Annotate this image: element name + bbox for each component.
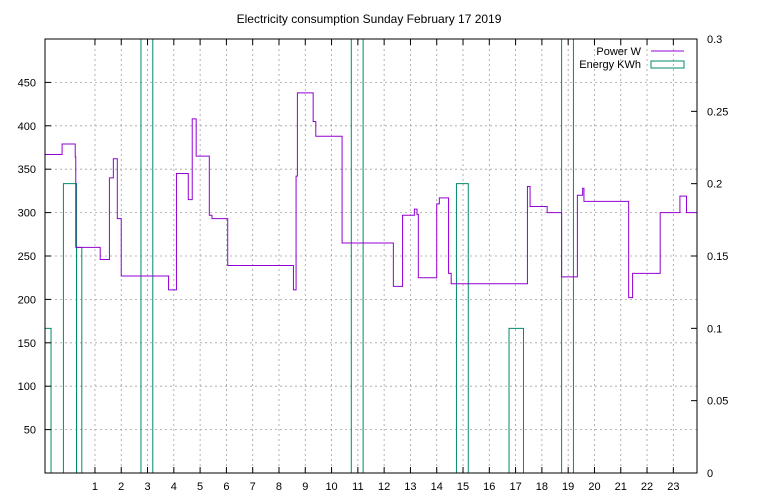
axis-ticks: 1 2 3 4 5 6 7 8 9 10 11 12 13 14 15 16 17 18 19 20 21 22 23501… bbox=[18, 34, 729, 493]
y-tick-label: 50 bbox=[24, 425, 36, 437]
y-tick-label: 300 bbox=[18, 208, 36, 220]
y2-tick-label: 0.3 bbox=[707, 34, 722, 46]
y2-tick-label: 0.05 bbox=[707, 396, 728, 408]
y-tick-label: 400 bbox=[18, 121, 36, 133]
energy-bar bbox=[509, 328, 523, 473]
x-tick-label: 22 bbox=[641, 481, 653, 493]
x-tick-label: 18 bbox=[536, 481, 548, 493]
x-tick-label: 10 bbox=[325, 481, 337, 493]
x-tick-label: 3 bbox=[144, 481, 150, 493]
x-tick-label: 1 bbox=[92, 481, 98, 493]
y-tick-label: 450 bbox=[18, 77, 36, 89]
x-tick-label: 11 bbox=[352, 481, 363, 493]
x-tick-label: 2 bbox=[118, 481, 124, 493]
x-tick-label: 15 bbox=[457, 481, 469, 493]
y-tick-label: 150 bbox=[18, 338, 36, 350]
x-tick-label: 14 bbox=[431, 481, 443, 493]
y2-tick-label: 0 bbox=[707, 468, 713, 480]
y-tick-label: 200 bbox=[18, 294, 36, 306]
grid bbox=[45, 39, 697, 473]
energy-bar bbox=[77, 247, 82, 473]
x-tick-label: 4 bbox=[171, 481, 177, 493]
x-tick-label: 6 bbox=[223, 481, 229, 493]
x-tick-label: 12 bbox=[378, 481, 390, 493]
x-tick-label: 9 bbox=[302, 481, 308, 493]
x-tick-label: 23 bbox=[667, 481, 679, 493]
x-tick-label: 13 bbox=[404, 481, 416, 493]
y2-tick-label: 0.2 bbox=[707, 179, 722, 191]
legend: Power W Energy KWh bbox=[579, 46, 684, 71]
legend-label-power: Power W bbox=[596, 46, 641, 58]
y-tick-label: 100 bbox=[18, 381, 36, 393]
x-tick-label: 7 bbox=[250, 481, 256, 493]
chart-title: Electricity consumption Sunday February … bbox=[237, 12, 502, 26]
x-tick-label: 20 bbox=[588, 481, 600, 493]
x-tick-label: 16 bbox=[483, 481, 495, 493]
power-line bbox=[45, 93, 697, 298]
y2-tick-label: 0.1 bbox=[707, 323, 722, 335]
x-tick-label: 8 bbox=[276, 481, 282, 493]
x-tick-label: 17 bbox=[509, 481, 521, 493]
y-tick-label: 350 bbox=[18, 164, 36, 176]
x-tick-label: 5 bbox=[197, 481, 203, 493]
x-tick-label: 21 bbox=[615, 481, 627, 493]
energy-bar bbox=[45, 328, 51, 473]
y-tick-label: 250 bbox=[18, 251, 36, 263]
x-tick-label: 19 bbox=[562, 481, 574, 493]
y2-tick-label: 0.25 bbox=[707, 106, 728, 118]
power-series bbox=[45, 93, 697, 298]
legend-swatch-energy bbox=[651, 61, 684, 68]
energy-series bbox=[45, 39, 573, 473]
y2-tick-label: 0.15 bbox=[707, 251, 728, 263]
legend-label-energy: Energy KWh bbox=[579, 59, 641, 71]
